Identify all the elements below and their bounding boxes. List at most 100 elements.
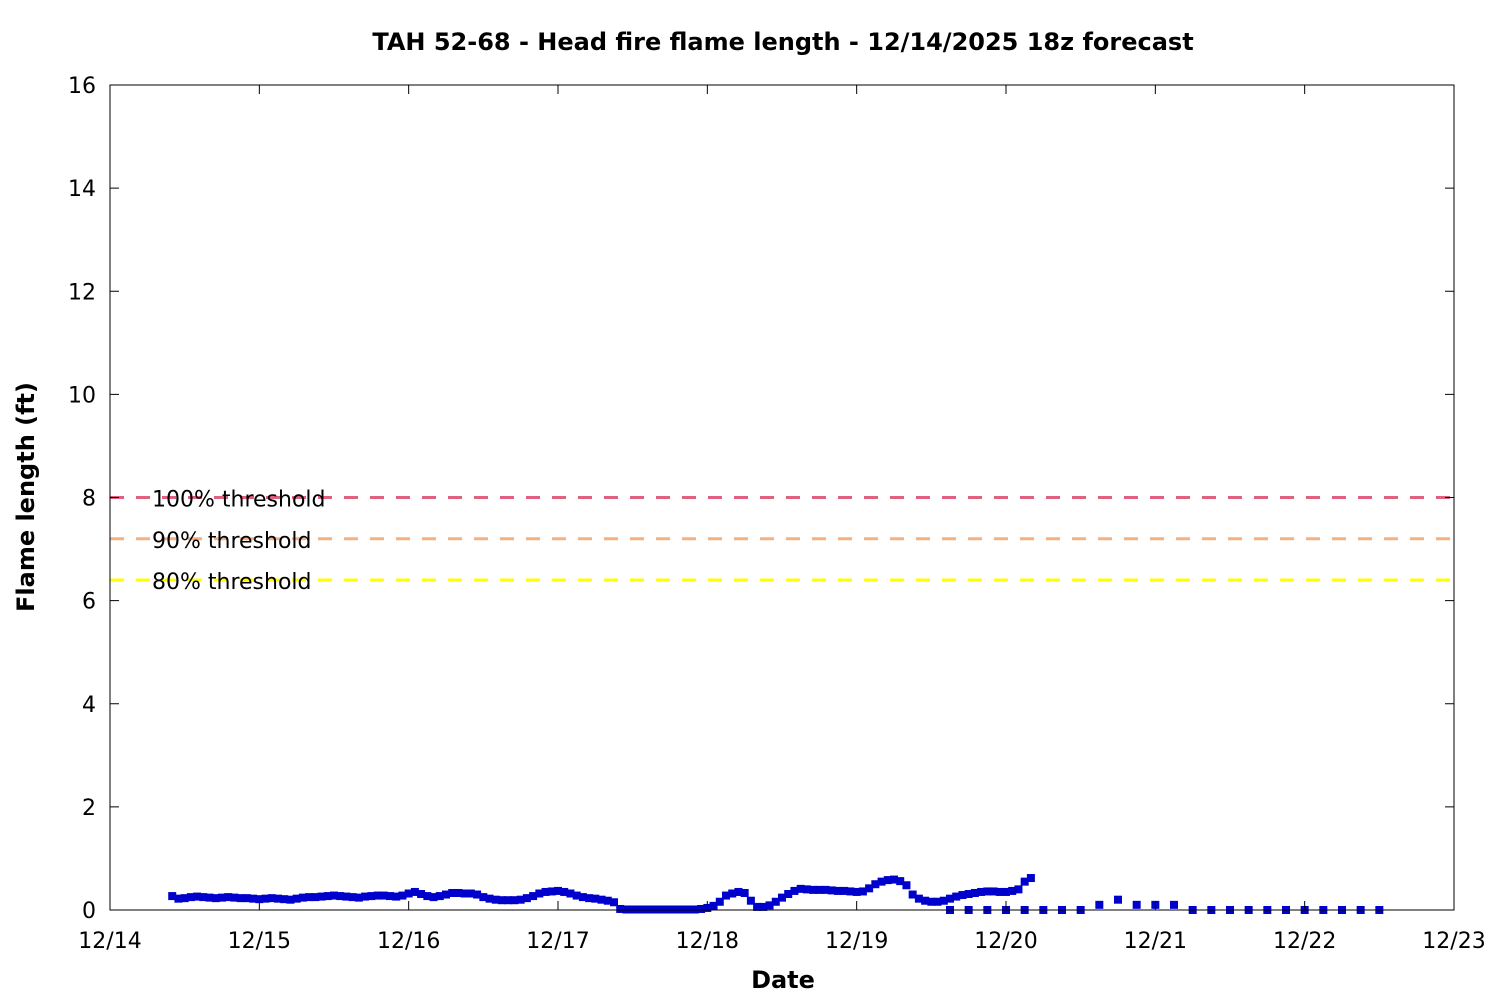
data-point <box>616 904 625 913</box>
data-point <box>672 905 681 914</box>
data-point <box>585 894 594 903</box>
data-point <box>1114 895 1122 904</box>
data-point <box>336 892 345 901</box>
data-point <box>678 905 687 914</box>
data-point <box>759 902 768 911</box>
data-point <box>491 895 500 904</box>
data-point <box>871 880 880 889</box>
data-point <box>840 886 849 895</box>
data-point <box>348 893 357 902</box>
y-tick-label: 14 <box>68 177 96 202</box>
data-point <box>224 893 233 902</box>
data-point <box>983 887 992 896</box>
x-axis-label: Date <box>751 966 815 994</box>
data-point <box>267 894 276 903</box>
data-point <box>946 894 954 903</box>
data-point <box>933 897 942 906</box>
data-point <box>242 894 251 903</box>
data-point <box>815 885 824 894</box>
data-point <box>1026 874 1035 883</box>
threshold-label: 80% threshold <box>152 570 312 595</box>
data-point <box>180 894 189 903</box>
data-point <box>342 892 351 901</box>
data-point <box>410 887 419 896</box>
data-point <box>641 905 650 914</box>
data-point <box>821 885 830 894</box>
data-point <box>367 892 376 901</box>
data-point <box>473 890 482 899</box>
data-point <box>628 905 637 914</box>
data-point <box>1095 900 1104 909</box>
data-point <box>995 887 1004 896</box>
data-point <box>715 897 724 906</box>
data-point <box>796 884 805 893</box>
data-point <box>361 892 370 901</box>
data-point <box>330 891 338 900</box>
data-point <box>858 887 867 896</box>
data-point <box>311 893 320 902</box>
data-point <box>554 886 562 895</box>
data-point <box>927 897 936 906</box>
data-point <box>547 887 556 896</box>
data-point <box>504 896 513 905</box>
data-point <box>168 892 177 901</box>
data-series <box>168 874 1384 914</box>
data-point <box>466 889 475 898</box>
data-point <box>354 893 363 902</box>
data-point <box>286 895 295 904</box>
data-point <box>255 895 264 904</box>
data-point <box>498 896 506 905</box>
data-point <box>566 889 575 898</box>
data-point <box>690 905 699 914</box>
x-tick-label: 12/14 <box>78 929 141 954</box>
data-point <box>734 887 743 896</box>
data-point <box>753 902 762 911</box>
data-point <box>485 894 494 903</box>
data-point <box>454 888 463 897</box>
x-tick-label: 12/20 <box>974 929 1037 954</box>
data-point <box>211 894 220 903</box>
data-point <box>914 894 923 903</box>
data-point <box>386 892 394 901</box>
data-point <box>292 894 301 903</box>
y-tick-label: 6 <box>82 590 96 615</box>
data-point <box>740 888 749 897</box>
data-point <box>939 896 948 905</box>
data-point <box>205 893 214 902</box>
data-point <box>865 884 874 893</box>
data-point <box>510 896 519 905</box>
x-tick-label: 12/21 <box>1124 929 1187 954</box>
data-point <box>373 891 382 900</box>
data-point <box>560 887 569 896</box>
data-point <box>522 894 531 903</box>
x-tick-label: 12/22 <box>1273 929 1336 954</box>
data-point <box>193 892 202 901</box>
data-point <box>666 905 674 914</box>
data-point <box>298 893 307 902</box>
data-point <box>174 894 183 903</box>
data-point <box>697 904 706 913</box>
data-point <box>728 889 737 898</box>
data-point <box>1008 886 1017 895</box>
data-point <box>610 898 618 907</box>
data-point <box>448 888 457 897</box>
data-point <box>230 893 239 902</box>
data-point <box>392 892 401 901</box>
data-point <box>964 890 973 899</box>
data-point <box>653 905 662 914</box>
data-point <box>218 893 226 902</box>
data-point <box>1170 900 1178 909</box>
y-tick-label: 12 <box>68 280 96 305</box>
data-point <box>442 890 450 899</box>
data-point <box>578 893 587 902</box>
data-point <box>647 905 656 914</box>
x-tick-label: 12/15 <box>228 929 291 954</box>
data-point <box>1020 877 1029 886</box>
data-point <box>622 905 631 914</box>
y-axis-label: Flame length (ft) <box>12 382 40 612</box>
data-point <box>921 896 930 905</box>
data-point <box>896 877 905 886</box>
data-point <box>778 893 786 902</box>
y-tick-label: 16 <box>68 74 96 99</box>
y-tick-label: 2 <box>82 796 96 821</box>
